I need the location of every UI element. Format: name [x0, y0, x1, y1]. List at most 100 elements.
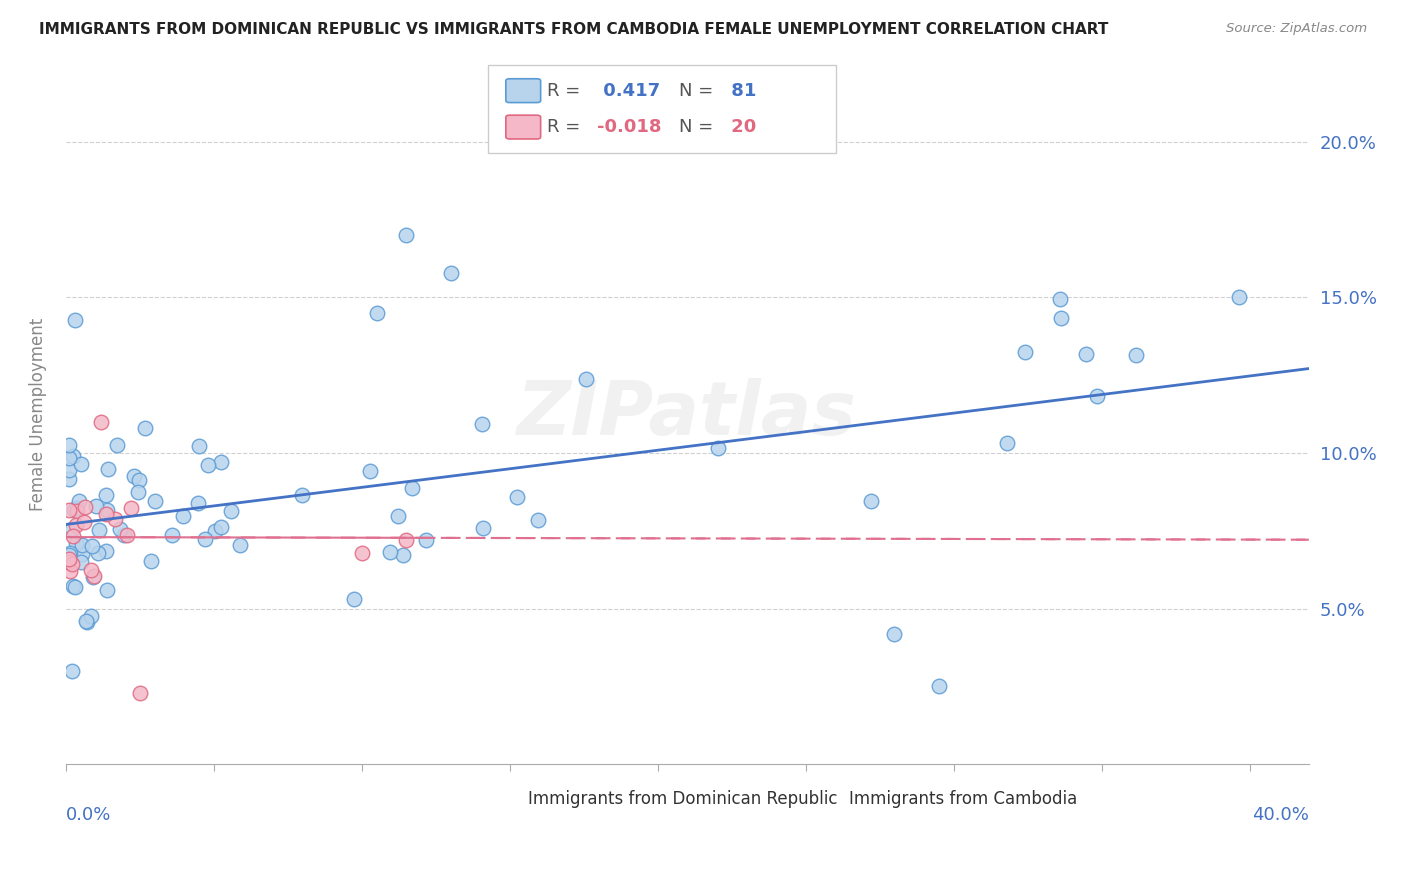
Point	[73, 500, 96, 515]
Point	[1227, 290, 1250, 304]
Point	[80, 539, 103, 553]
Point	[58, 503, 80, 517]
Point	[60, 557, 83, 571]
Point	[471, 521, 494, 535]
Point	[1074, 347, 1097, 361]
Text: Immigrants from Cambodia: Immigrants from Cambodia	[849, 789, 1077, 807]
Point	[84, 499, 107, 513]
Point	[65, 517, 87, 532]
Point	[209, 455, 232, 469]
Point	[65, 501, 87, 516]
Point	[575, 371, 598, 385]
Point	[387, 508, 409, 523]
Point	[58, 451, 80, 466]
Point	[58, 438, 80, 452]
Point	[70, 555, 93, 569]
Point	[120, 500, 142, 515]
Text: Source: ZipAtlas.com: Source: ZipAtlas.com	[1226, 22, 1367, 36]
FancyBboxPatch shape	[808, 787, 842, 811]
Point	[66, 503, 89, 517]
Point	[1014, 345, 1036, 359]
FancyBboxPatch shape	[506, 78, 541, 103]
Y-axis label: Female Unemployment: Female Unemployment	[30, 318, 46, 511]
Point	[90, 415, 112, 429]
Point	[401, 481, 423, 495]
Point	[115, 527, 138, 541]
Point	[122, 469, 145, 483]
Point	[87, 524, 110, 538]
Text: ZIPatlas: ZIPatlas	[517, 377, 858, 450]
Point	[60, 664, 83, 678]
Point	[94, 507, 117, 521]
Point	[526, 512, 548, 526]
Point	[707, 441, 730, 455]
Text: 20: 20	[724, 118, 756, 136]
Point	[76, 615, 98, 629]
Point	[883, 626, 905, 640]
Point	[58, 548, 80, 562]
Point	[197, 458, 219, 472]
Point	[506, 490, 529, 504]
Point	[204, 524, 226, 539]
Point	[194, 533, 217, 547]
Point	[110, 522, 132, 536]
Point	[395, 228, 418, 243]
Text: 0.0%: 0.0%	[66, 806, 111, 824]
Point	[350, 546, 373, 560]
Point	[70, 457, 93, 471]
FancyBboxPatch shape	[488, 787, 522, 811]
Point	[127, 485, 149, 500]
Point	[80, 564, 103, 578]
Point	[59, 546, 82, 560]
Point	[97, 462, 120, 476]
Point	[187, 496, 209, 510]
Point	[63, 313, 86, 327]
Text: IMMIGRANTS FROM DOMINICAN REPUBLIC VS IMMIGRANTS FROM CAMBODIA FEMALE UNEMPLOYME: IMMIGRANTS FROM DOMINICAN REPUBLIC VS IM…	[39, 22, 1109, 37]
Point	[63, 503, 86, 517]
Point	[83, 569, 105, 583]
Point	[392, 548, 415, 562]
Point	[82, 569, 104, 583]
Point	[63, 580, 86, 594]
Point	[104, 512, 127, 526]
Point	[219, 503, 242, 517]
Point	[343, 591, 366, 606]
FancyBboxPatch shape	[506, 115, 541, 139]
Point	[59, 564, 82, 578]
Text: 81: 81	[724, 82, 756, 100]
Point	[378, 545, 401, 559]
Point	[94, 488, 117, 502]
Text: R =: R =	[547, 118, 586, 136]
Point	[62, 529, 84, 543]
Point	[70, 538, 93, 552]
FancyBboxPatch shape	[488, 65, 837, 153]
Point	[134, 421, 156, 435]
Text: 40.0%: 40.0%	[1251, 806, 1309, 824]
Point	[87, 546, 110, 560]
Point	[439, 266, 461, 280]
Point	[58, 552, 80, 566]
Point	[162, 528, 184, 542]
Point	[65, 536, 87, 550]
Point	[62, 522, 84, 536]
Point	[128, 473, 150, 487]
Point	[415, 533, 437, 548]
Text: -0.018: -0.018	[596, 118, 661, 136]
Point	[395, 533, 418, 548]
Point	[995, 435, 1018, 450]
Point	[105, 438, 128, 452]
Text: 0.417: 0.417	[596, 82, 659, 100]
Point	[70, 547, 93, 561]
Point	[96, 502, 118, 516]
Point	[859, 494, 882, 508]
Point	[188, 439, 211, 453]
Point	[58, 471, 80, 485]
Text: Immigrants from Dominican Republic: Immigrants from Dominican Republic	[529, 789, 838, 807]
Text: R =: R =	[547, 82, 586, 100]
Point	[291, 488, 314, 502]
Point	[73, 515, 96, 529]
Point	[80, 609, 103, 624]
Point	[471, 417, 494, 431]
Point	[112, 527, 135, 541]
Point	[75, 615, 97, 629]
